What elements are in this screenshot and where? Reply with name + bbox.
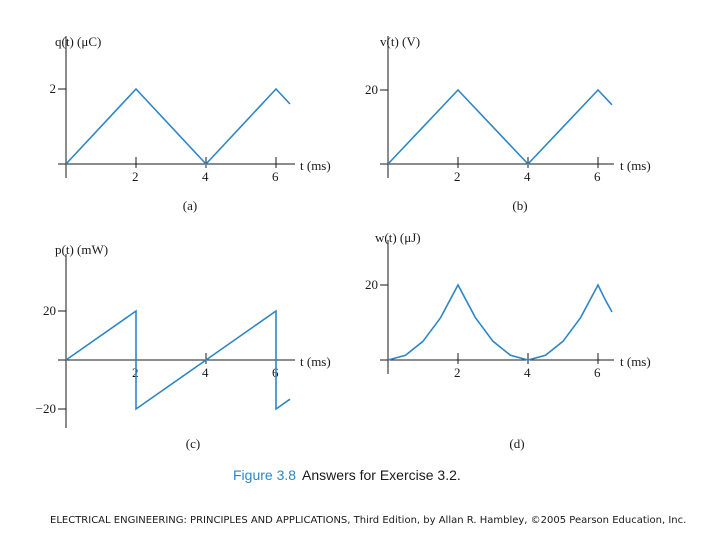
y-axis-label: w(t) (μJ) <box>375 230 421 245</box>
x-tick-label: 6 <box>594 169 601 184</box>
figure-caption: Figure 3.8 Answers for Exercise 3.2. <box>233 467 461 483</box>
chart-panel-d: 2 4 6 20 w(t) (μJ) t (ms) (d) <box>365 230 651 451</box>
y-tick-label: 20 <box>365 277 378 292</box>
series-line-q <box>65 87 291 166</box>
x-tick-label: 4 <box>524 365 531 380</box>
panel-label: (b) <box>512 198 527 213</box>
y-tick-label: 2 <box>50 81 57 96</box>
y-axis-label: q(t) (μC) <box>55 34 101 49</box>
panel-label: (c) <box>186 436 200 451</box>
x-tick-label: 4 <box>202 169 209 184</box>
x-tick-label: 6 <box>594 365 601 380</box>
chart-panel-b: 2 4 6 20 v(t) (V) t (ms) (b) <box>365 34 651 213</box>
x-tick-label: 4 <box>202 365 209 380</box>
x-axis-label: t (ms) <box>300 158 331 173</box>
caption-text: Answers for Exercise 3.2. <box>302 467 461 483</box>
series-line-p <box>65 309 291 411</box>
chart-panel-c: 2 4 620−20p(t) (mW)t (ms)(c) <box>36 242 331 451</box>
series-line-w <box>387 283 613 361</box>
x-tick-label: 2 <box>454 365 461 380</box>
x-tick-label: 6 <box>272 169 279 184</box>
panel-label: (a) <box>183 198 197 213</box>
chart-panel-a: 2 4 6 2 q(t) (μC) t (ms) (a) <box>50 34 331 213</box>
panel-label: (d) <box>509 436 524 451</box>
y-tick-label: 20 <box>43 303 56 318</box>
x-tick-label: 2 <box>132 169 139 184</box>
x-axis-label: t (ms) <box>620 158 651 173</box>
x-axis-label: t (ms) <box>620 354 651 369</box>
x-axis-label: t (ms) <box>300 354 331 369</box>
x-tick-label: 4 <box>524 169 531 184</box>
y-axis-label: v(t) (V) <box>380 34 420 49</box>
y-tick-label: −20 <box>36 401 56 416</box>
series-line-v <box>387 88 613 166</box>
y-tick-label: 20 <box>365 82 378 97</box>
figure-number: Figure 3.8 <box>233 467 297 483</box>
x-tick-label: 2 <box>454 169 461 184</box>
footer-credit: ELECTRICAL ENGINEERING: PRINCIPLES AND A… <box>50 515 687 526</box>
y-axis-label: p(t) (mW) <box>55 242 108 257</box>
